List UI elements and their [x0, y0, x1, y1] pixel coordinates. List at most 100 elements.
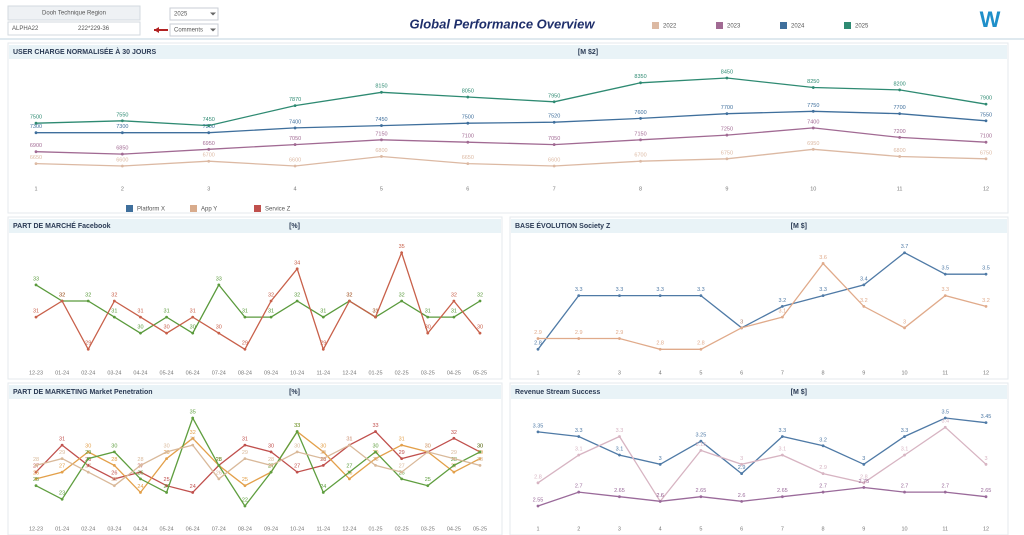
data-label: 31: [190, 309, 196, 315]
data-point: [984, 421, 988, 425]
x-tick-label: 6: [466, 186, 469, 192]
data-label: 6900: [30, 143, 42, 149]
data-label: 7100: [980, 134, 992, 140]
data-point: [618, 495, 621, 499]
data-point: [452, 457, 456, 461]
data-label: 8050: [462, 88, 474, 94]
data-label: 3.4: [941, 419, 949, 425]
data-point: [165, 450, 168, 454]
data-point: [639, 117, 642, 120]
year-select: 2025: [174, 12, 188, 18]
data-label: 8350: [634, 74, 646, 80]
data-label: 30: [137, 325, 143, 331]
x-tick-label: 4: [659, 370, 662, 376]
data-label: 30: [425, 325, 431, 331]
data-label: 3.3: [941, 287, 949, 293]
year-dropdown[interactable]: [169, 7, 219, 21]
data-point: [321, 450, 325, 454]
data-point: [60, 299, 64, 303]
data-label: 2.65: [777, 488, 788, 494]
data-point: [699, 347, 703, 351]
data-label: 7500: [30, 115, 42, 121]
data-label: 26: [111, 470, 117, 476]
x-tick-label: 5: [699, 370, 702, 376]
data-point: [903, 453, 906, 457]
x-tick-label: 01-25: [368, 370, 382, 376]
data-point: [380, 124, 383, 127]
data-label: 31: [137, 309, 143, 315]
data-point: [658, 294, 662, 298]
data-label: 31: [372, 309, 378, 315]
data-label: 3.3: [656, 287, 664, 293]
x-tick-label: 05-24: [160, 526, 174, 532]
data-point: [618, 453, 621, 457]
x-tick-label: 4: [659, 526, 662, 532]
data-label: 29: [320, 341, 326, 347]
data-point: [191, 491, 195, 494]
series-line: [35, 250, 481, 351]
data-point: [426, 331, 430, 335]
data-label: 32: [451, 430, 457, 436]
data-point: [112, 477, 116, 481]
data-point: [466, 140, 470, 144]
data-label: 32: [190, 430, 196, 436]
data-point: [400, 457, 404, 461]
data-point: [577, 294, 581, 298]
data-label: 2.9: [534, 330, 542, 336]
legend-label: Service Z: [265, 207, 291, 213]
panel-title: PART DE MARKETING Market Penetration: [13, 389, 153, 396]
data-label: 30: [425, 443, 431, 449]
data-point: [862, 283, 866, 287]
data-label: 32: [294, 292, 300, 298]
data-label: 31: [399, 437, 405, 443]
data-label: 3.1: [901, 447, 909, 453]
x-tick-label: 9: [725, 186, 728, 192]
data-label: 2.7: [941, 484, 949, 490]
data-label: 24: [164, 484, 170, 490]
data-point: [295, 430, 299, 433]
series-line: [35, 430, 481, 494]
data-point: [139, 470, 142, 474]
data-point: [60, 457, 64, 461]
data-point: [207, 159, 211, 163]
comment-dropdown[interactable]: [169, 23, 219, 37]
data-label: 28: [268, 457, 274, 463]
data-point: [191, 436, 195, 440]
data-label: 6600: [116, 157, 128, 163]
data-point: [139, 331, 142, 335]
data-point: [452, 470, 456, 474]
data-point: [943, 416, 947, 420]
data-point: [321, 457, 325, 461]
x-tick-label: 10-24: [290, 526, 304, 532]
data-point: [821, 262, 825, 265]
x-tick-label: 8: [822, 370, 825, 376]
x-tick-label: 1: [536, 370, 539, 376]
data-point: [943, 272, 947, 276]
panel-title: USER CHARGE NORMALISÉE À 30 JOURS: [13, 47, 156, 56]
data-label: 6650: [462, 155, 474, 161]
panel: [7, 382, 503, 535]
data-point: [217, 477, 221, 481]
data-point: [60, 470, 64, 474]
data-label: 31: [242, 437, 248, 443]
data-point: [374, 457, 377, 461]
data-point: [725, 133, 729, 137]
data-point: [60, 443, 64, 447]
legend-label: 2022: [663, 24, 677, 30]
data-label: 3.5: [941, 409, 949, 415]
data-label: 31: [164, 309, 170, 315]
data-point: [862, 462, 866, 466]
data-label: 3.1: [575, 447, 583, 453]
data-label: 3.4: [860, 276, 868, 282]
x-tick-label: 02-24: [81, 370, 95, 376]
data-point: [191, 331, 195, 335]
x-tick-label: 8: [822, 526, 825, 532]
panel-title-bar: [9, 45, 1007, 59]
filter-row[interactable]: [7, 21, 141, 36]
data-label: 7250: [721, 127, 733, 133]
legend-label: 2023: [727, 24, 741, 30]
data-label: 31: [320, 309, 326, 315]
data-point: [577, 490, 581, 494]
x-tick-label: 2: [121, 186, 124, 192]
data-point: [217, 331, 221, 335]
